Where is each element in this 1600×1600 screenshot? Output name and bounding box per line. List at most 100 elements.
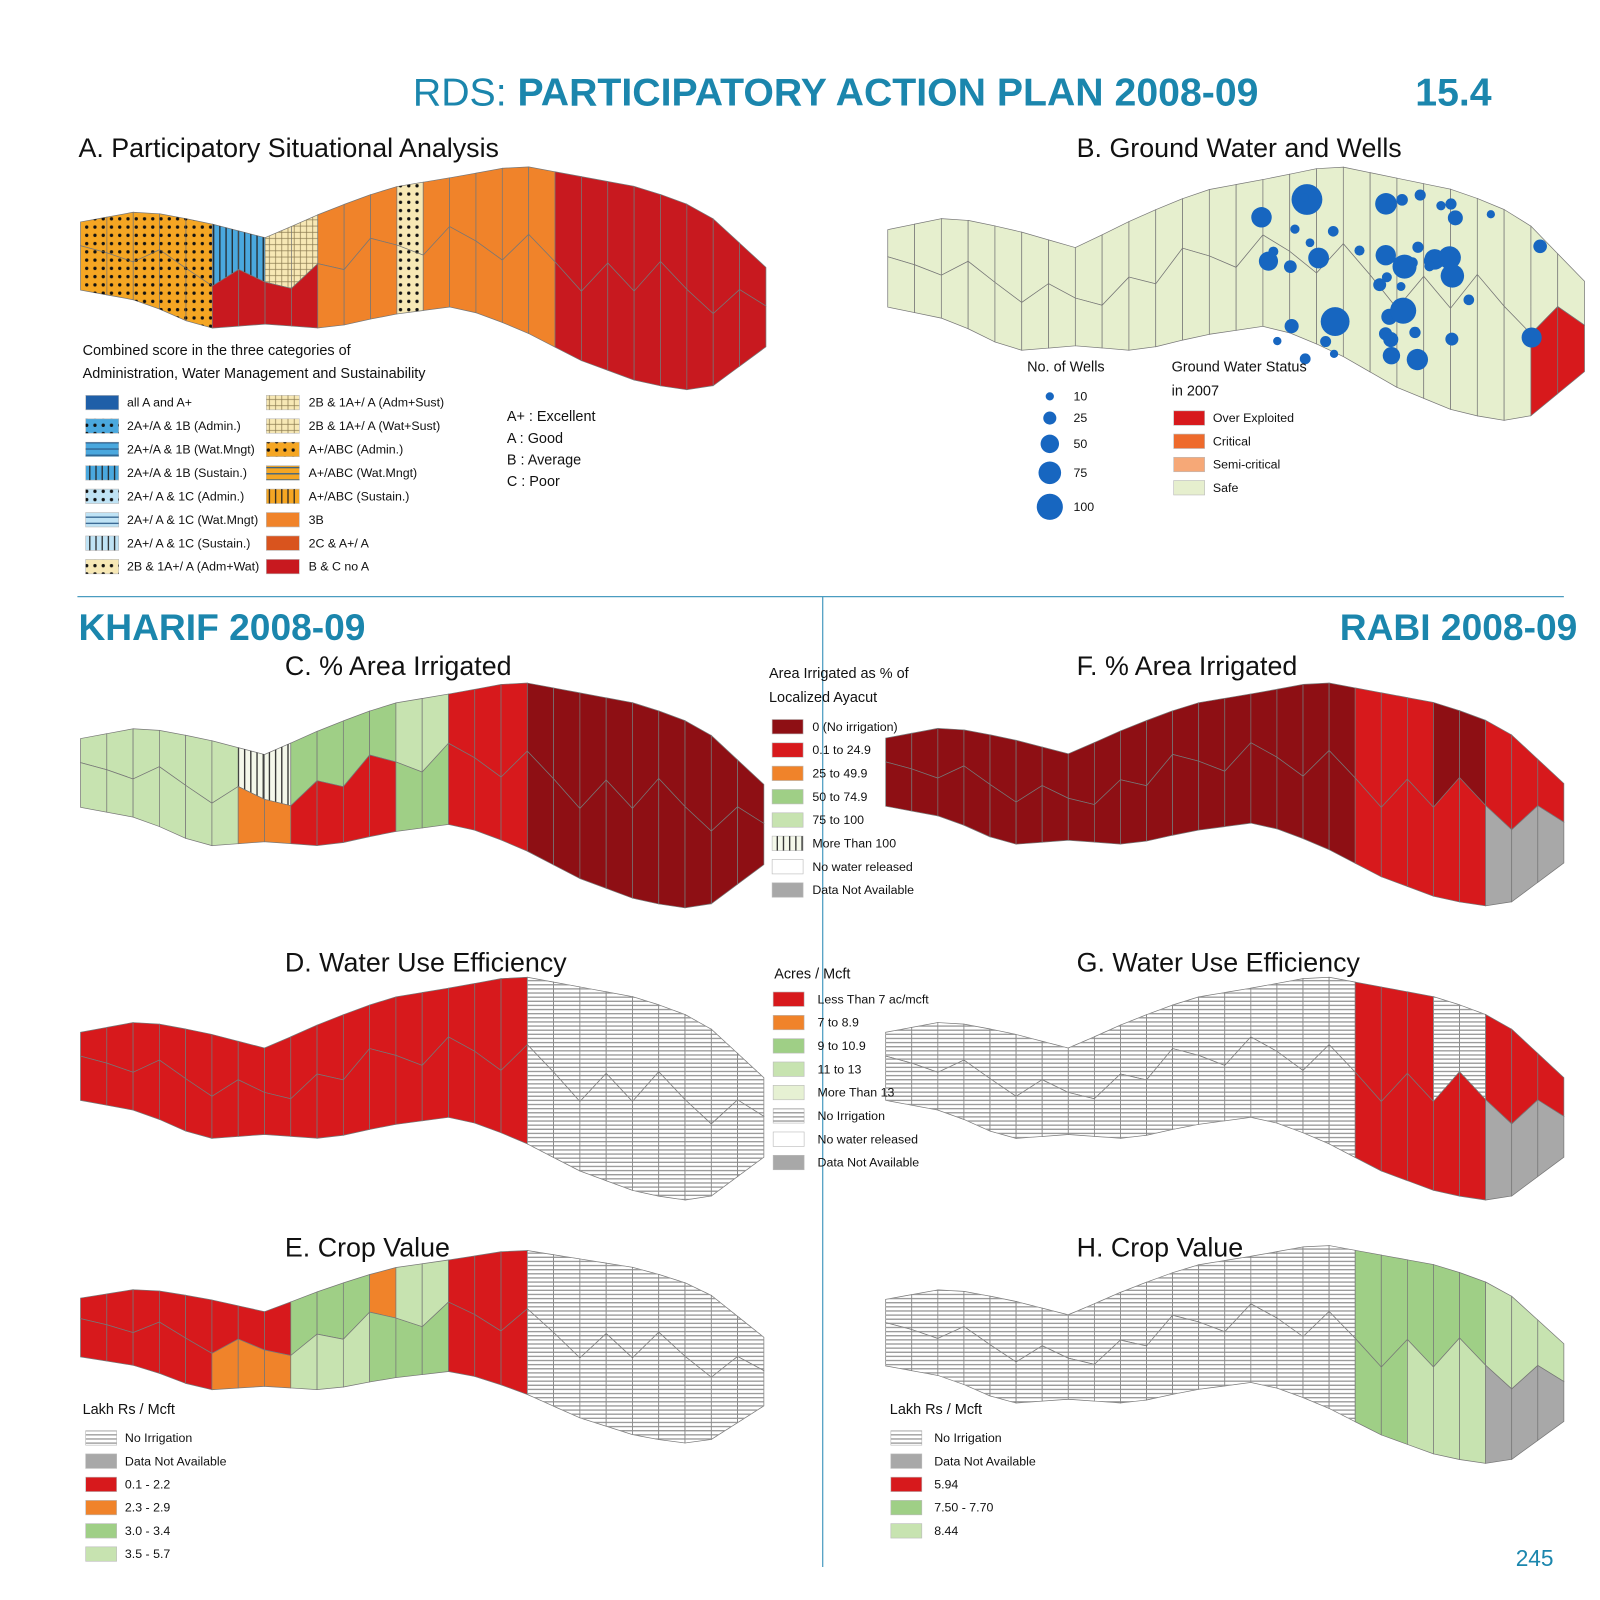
swatch-pattern (85, 465, 119, 481)
map-region-pattern (1250, 1251, 1277, 1319)
legend-label: all A and A+ (127, 396, 192, 410)
legend-label: 2B & 1A+/ A (Adm+Wat) (127, 560, 259, 574)
map-region-pattern (1198, 1055, 1225, 1125)
well-bubble (1447, 210, 1463, 226)
map-region-pattern (711, 1295, 738, 1378)
map-region-pattern (106, 212, 134, 262)
map-region-pattern (737, 1099, 764, 1177)
map-region-pattern (1276, 1051, 1304, 1133)
well-size (1040, 434, 1060, 454)
map-region-pattern (579, 1333, 607, 1427)
map-region-pattern (937, 1022, 964, 1073)
map-region-pattern (658, 1071, 686, 1201)
map-region-pattern (553, 982, 580, 1102)
season-title: RABI 2008-09 (1340, 606, 1578, 648)
map-region-pattern (658, 1274, 686, 1357)
legend-title: Lakh Rs / Mcft (83, 1402, 175, 1418)
legend-label: Safe (1213, 481, 1239, 495)
legend-label: More Than 13 (818, 1086, 895, 1100)
score-key: A : Good (507, 431, 563, 447)
swatch-pattern (85, 512, 119, 527)
section-number: 15.4 (1415, 70, 1492, 114)
map-region-pattern (1303, 1245, 1330, 1337)
map-region-pattern (396, 245, 424, 314)
map-region-pattern (579, 1258, 607, 1358)
legend-label: No Irrigation (818, 1109, 886, 1123)
legend-label: 2A+/ A & 1C (Wat.Mngt) (127, 513, 258, 527)
legend-label: 2A+/ A & 1C (Sustain.) (127, 536, 250, 550)
map-region-pattern (685, 1014, 712, 1124)
map-region-pattern (1068, 1303, 1095, 1365)
legend-label: Data Not Available (934, 1454, 1036, 1468)
legend-label: 7.50 - 7.70 (934, 1501, 993, 1515)
legend-swatch (771, 765, 804, 781)
well-bubble (1533, 239, 1547, 254)
map-region-pattern (553, 1332, 580, 1418)
map-region-pattern (1303, 1311, 1330, 1409)
legend-swatch (772, 1154, 805, 1171)
legend-swatch (772, 1015, 805, 1031)
legend-title: No. of Wells (1027, 360, 1105, 376)
well-bubble (1375, 193, 1397, 215)
legend-label: Critical (1213, 434, 1251, 448)
map-region (1182, 188, 1210, 257)
legend-label: 2A+/A & 1B (Wat.Mngt) (127, 443, 255, 457)
legend-label: A+/ABC (Wat.Mngt) (309, 466, 418, 480)
map-region-pattern (291, 214, 318, 289)
well-bubble (1320, 307, 1350, 336)
swatch-pattern (890, 1430, 922, 1446)
map-region-pattern (1433, 996, 1460, 1102)
map-region (448, 1301, 476, 1377)
map-region-pattern (937, 1289, 964, 1339)
well-bubble (1327, 225, 1339, 237)
season-title: KHARIF 2008-09 (78, 606, 365, 648)
legend-label: Data Not Available (812, 883, 914, 897)
legend-label: 25 to 49.9 (812, 766, 867, 780)
legend-label: No water released (818, 1132, 919, 1146)
title-prefix: RDS: (413, 70, 518, 114)
legend-label: A+/ABC (Sustain.) (309, 489, 410, 503)
map-region-pattern (885, 1294, 912, 1330)
well-bubble (1436, 201, 1446, 211)
legend-title: Acres / Mcft (774, 967, 850, 983)
map-region-pattern (185, 268, 213, 329)
legend-swatch (1173, 410, 1205, 426)
swatch-pattern (266, 465, 300, 481)
map-region (369, 996, 397, 1056)
map-region-pattern (1042, 1041, 1069, 1093)
legend-swatch (85, 395, 120, 411)
map-region (316, 780, 344, 846)
map-region-pattern (737, 1053, 764, 1117)
legend-swatch (266, 535, 300, 551)
legend-label: 0 (No irrigation) (812, 720, 897, 734)
legend-swatch (772, 1085, 805, 1101)
legend-swatch (771, 719, 804, 735)
map-region-pattern (1329, 1311, 1356, 1422)
map-region-pattern (1172, 1264, 1199, 1322)
legend-swatch (1173, 480, 1205, 496)
map-region (1537, 1099, 1565, 1178)
map-region (369, 702, 397, 763)
legend-swatch (1173, 433, 1205, 449)
legend-label: More Than 100 (812, 836, 896, 850)
legend-label: Less Than 7 ac/mcft (818, 992, 930, 1006)
panel-title: F. % Area Irrigated (1077, 651, 1298, 681)
map-region-pattern (1224, 1303, 1251, 1386)
legend-label: 3.5 - 5.7 (125, 1547, 171, 1561)
panel-title: C. % Area Irrigated (285, 651, 512, 681)
legend-swatch (85, 1500, 117, 1516)
map-region-pattern (579, 986, 607, 1102)
legend-label: Data Not Available (125, 1454, 227, 1468)
map-region (316, 1282, 344, 1340)
legend-title: Combined score in the three categories o… (83, 343, 352, 359)
map-region (1250, 742, 1278, 830)
map-region (448, 1036, 476, 1124)
map-region-pattern (1042, 1345, 1069, 1402)
map-region-pattern (711, 1029, 738, 1124)
well-bubble (1406, 348, 1429, 371)
map-region (885, 761, 913, 812)
well-bubble (1375, 245, 1396, 266)
map-region-pattern (885, 1056, 912, 1106)
map-region-pattern (1198, 992, 1225, 1066)
map-region-pattern (1172, 1315, 1199, 1395)
